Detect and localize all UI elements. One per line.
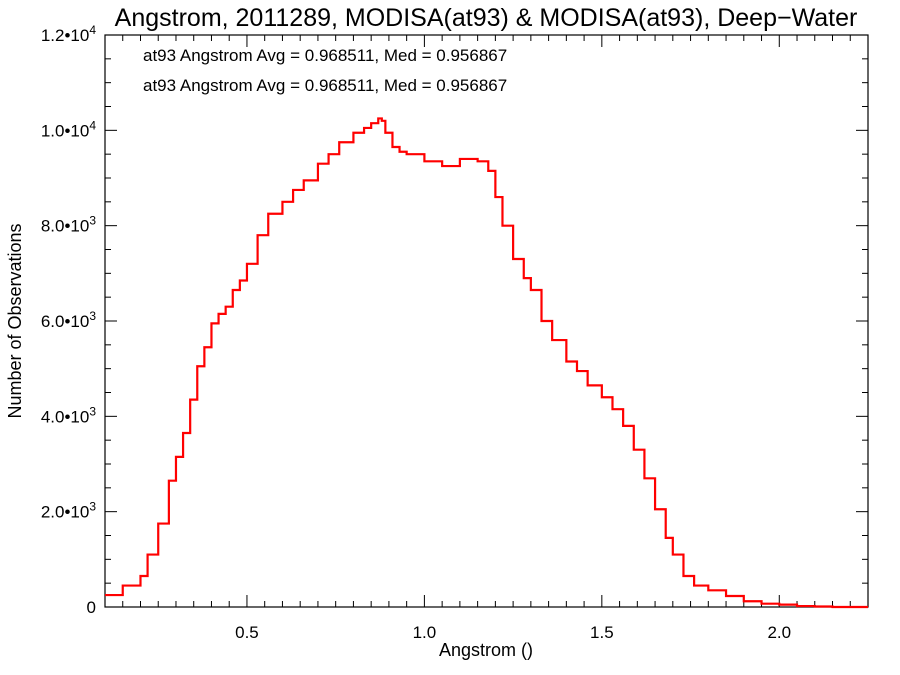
y-tick-label: 8.0•103 bbox=[41, 214, 97, 236]
chart-title: Angstrom, 2011289, MODISA(at93) & MODISA… bbox=[115, 4, 858, 32]
x-tick-label: 1.0 bbox=[413, 623, 437, 642]
y-tick-label: 0 bbox=[87, 598, 96, 617]
annotation-black: at93 Angstrom Avg = 0.968511, Med = 0.95… bbox=[143, 46, 507, 65]
y-axis-ticks: 0 2.0•103 4.0•103 6.0•103 8.0•103 1.0•104 1.2•… bbox=[41, 23, 868, 617]
x-axis-ticks: 0.5 1.0 1.5 2.0 bbox=[104, 35, 869, 642]
series-line bbox=[105, 117, 868, 609]
y-axis-label: Number of Observations bbox=[5, 223, 25, 418]
y-tick-label: 6.0•103 bbox=[41, 309, 97, 331]
x-tick-label: 1.5 bbox=[590, 623, 614, 642]
y-tick-label: 1.0•104 bbox=[41, 118, 97, 140]
x-tick-label: 0.5 bbox=[235, 623, 259, 642]
x-tick-label: 2.0 bbox=[767, 623, 791, 642]
annotation-red: at93 Angstrom Avg = 0.968511, Med = 0.95… bbox=[143, 76, 507, 95]
y-tick-label: 2.0•103 bbox=[41, 500, 97, 522]
y-tick-label: 1.2•104 bbox=[41, 23, 97, 45]
series-layer bbox=[105, 117, 868, 609]
x-axis-label: Angstrom () bbox=[439, 640, 533, 660]
y-tick-label: 4.0•103 bbox=[41, 404, 97, 426]
